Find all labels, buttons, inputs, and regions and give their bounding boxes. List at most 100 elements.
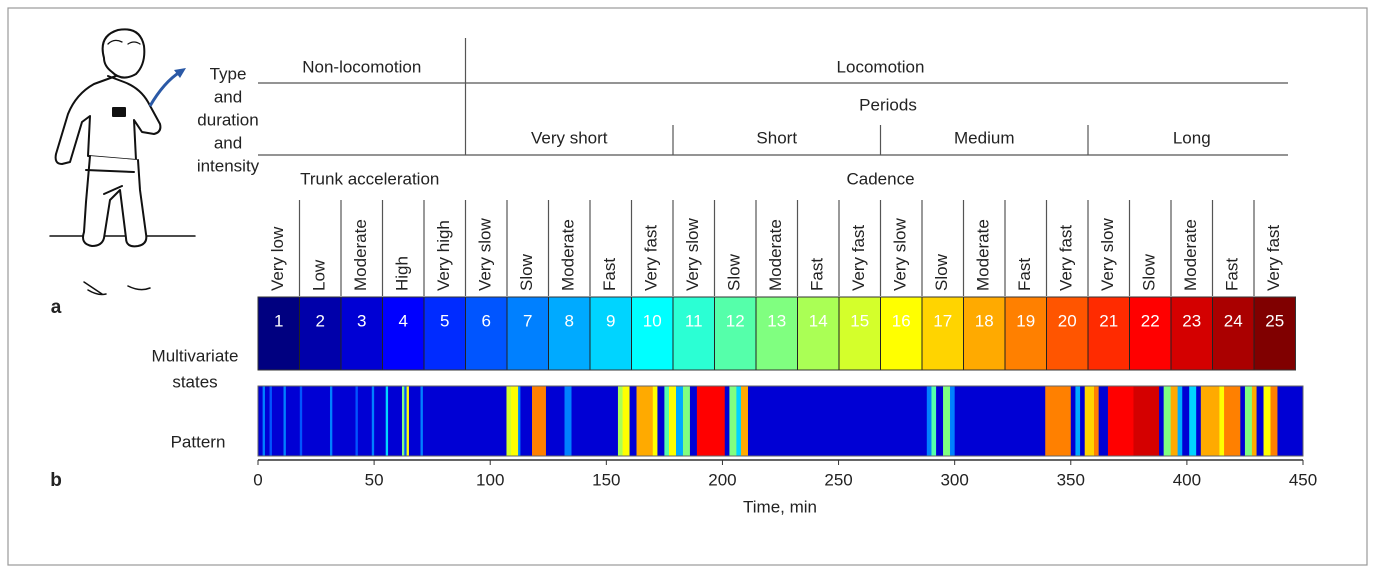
state-number: 23 [1182,311,1201,330]
illustration [50,29,195,294]
state-cell [881,297,923,370]
arrow [150,72,180,106]
row-label: Pattern [171,432,226,451]
pattern-segment [936,386,943,456]
pattern-segment [404,386,407,456]
state-label: Slow [725,253,744,291]
state-cell [341,297,383,370]
x-tick-label: 250 [824,470,852,489]
state-number: 13 [767,311,786,330]
pattern-segment [1245,386,1252,456]
x-tick-label: 350 [1057,470,1085,489]
pattern-segment [506,386,511,456]
pattern-segment [1196,386,1201,456]
side-label: duration [197,110,258,129]
state-number: 10 [643,311,662,330]
figure: a b Multivariate states Pattern Periods … [0,0,1375,573]
pattern-segment [1270,386,1277,456]
pattern-segment [736,386,741,456]
pattern-segment [423,386,507,456]
pattern-segment [664,386,669,456]
pattern-segment [1201,386,1220,456]
pattern-segment [1108,386,1134,456]
pattern-segment [653,386,658,456]
state-number: 1 [274,311,283,330]
state-label: Moderate [351,219,370,291]
pattern-segment [618,386,623,456]
pattern-segment [402,386,405,456]
pattern-segment [950,386,955,456]
state-cell [507,297,549,370]
state-label: Moderate [974,219,993,291]
pattern-segment [1224,386,1241,456]
state-cell [424,297,466,370]
state-label: Fast [1223,258,1242,291]
pattern-segment [1178,386,1183,456]
state-label: Slow [932,253,951,291]
state-label: Fast [1015,258,1034,291]
pattern-segment [532,386,546,456]
pattern-segment [358,386,372,456]
pattern-segment [1277,386,1303,456]
pattern-segment [1133,386,1159,456]
pattern-segment [697,386,725,456]
state-number: 5 [440,311,449,330]
state-cell [466,297,508,370]
state-cell [1171,297,1213,370]
x-tick-label: 300 [940,470,968,489]
state-number: 4 [399,311,408,330]
pattern-segment [1159,386,1164,456]
axis-label: Time, min [743,497,817,516]
pattern-segment [657,386,664,456]
pattern-segment [284,386,287,456]
state-label: Very fast [642,225,661,291]
group-label: Locomotion [837,57,925,76]
state-number: 24 [1224,311,1243,330]
state-number: 14 [809,311,828,330]
pattern-segment [302,386,330,456]
x-tick-label: 450 [1289,470,1317,489]
x-tick-label: 150 [592,470,620,489]
state-cell [632,297,674,370]
side-label: intensity [197,156,260,175]
pattern-segment [637,386,654,456]
pattern-segment [683,386,690,456]
pattern-segment [518,386,521,456]
state-number: 7 [523,311,532,330]
pattern-segment [943,386,950,456]
pattern-segment [1189,386,1196,456]
pattern-segment [1094,386,1099,456]
state-cell [715,297,757,370]
state-number: 3 [357,311,366,330]
state-number: 12 [726,311,745,330]
pattern-segment [286,386,300,456]
pattern-segment [330,386,333,456]
measure-label: Cadence [846,169,914,188]
side-label: and [214,133,242,152]
state-label: Low [310,259,329,291]
state-number: 18 [975,311,994,330]
state-label: Slow [517,253,536,291]
pattern-segment [300,386,303,456]
pattern-segment [565,386,572,456]
side-label: Type [210,64,247,83]
pattern-segment [931,386,936,456]
state-cell [1213,297,1255,370]
state-label: Very slow [1098,218,1117,291]
state-number: 15 [850,311,869,330]
pattern-segment [1075,386,1080,456]
state-label: Very high [434,220,453,291]
state-cell [1005,297,1047,370]
pattern-segment [729,386,736,456]
pattern-segment [372,386,375,456]
pattern-segment [546,386,565,456]
pattern-segment [1171,386,1178,456]
pattern-segment [1252,386,1257,456]
state-cell [922,297,964,370]
state-label: Very low [268,226,287,291]
state-cell [964,297,1006,370]
state-number: 17 [933,311,952,330]
pattern-segment [676,386,683,456]
header: Periods [859,95,917,114]
x-tick-label: 0 [253,470,262,489]
